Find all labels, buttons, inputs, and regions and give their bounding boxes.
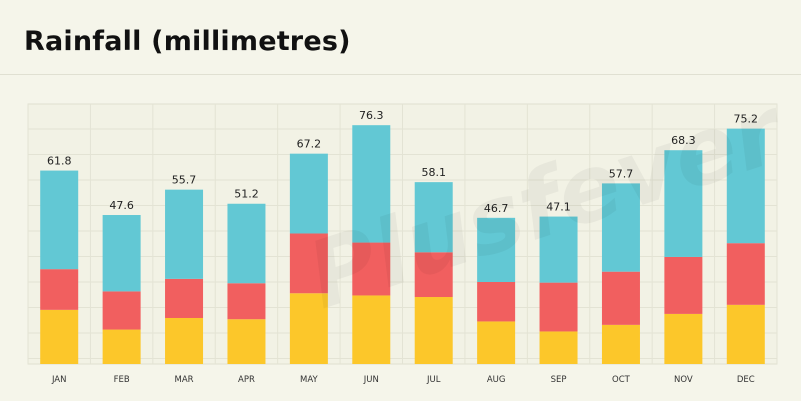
bar-segment-may-2: [289, 153, 328, 234]
x-tick-label-sep: SEP: [551, 375, 567, 385]
x-tick-label-may: MAY: [300, 375, 318, 385]
bar-segment-jun-1: [352, 242, 391, 296]
bar-segment-sep-2: [539, 216, 578, 283]
bar-segment-apr-0: [227, 319, 266, 364]
bar-segment-oct-1: [601, 271, 640, 325]
bar-segment-oct-0: [601, 324, 640, 364]
value-label-jun: 76.3: [359, 109, 384, 122]
value-label-apr: 51.2: [234, 188, 259, 201]
x-tick-label-apr: APR: [238, 375, 255, 385]
bar-segment-nov-2: [664, 150, 703, 257]
bar-segment-jun-2: [352, 125, 391, 243]
bar-segment-jul-1: [414, 252, 453, 298]
x-tick-label-oct: OCT: [612, 375, 631, 385]
grid: [27, 104, 778, 364]
x-tick-label-jul: JUL: [426, 375, 441, 385]
value-label-aug: 46.7: [484, 202, 509, 215]
bar-segment-jan-0: [40, 309, 79, 364]
bar-segment-jun-0: [352, 295, 391, 364]
value-label-nov: 68.3: [671, 134, 696, 147]
bar-segment-jul-0: [414, 297, 453, 364]
bar-segment-may-1: [289, 233, 328, 294]
x-axis-labels: JAN FEB MAR APR MAY JUN JUL AUG SEP OCT NOV DEC: [51, 375, 755, 385]
bar-segment-jan-2: [40, 170, 79, 270]
bar-segment-feb-0: [102, 329, 141, 364]
bar-segment-nov-0: [664, 313, 703, 364]
value-label-dec: 75.2: [734, 113, 759, 126]
bar-segment-aug-1: [477, 281, 516, 322]
value-label-sep: 47.1: [546, 201, 571, 214]
bar-segment-sep-0: [539, 331, 578, 364]
bar-segment-dec-2: [726, 128, 765, 244]
title-divider: [0, 74, 801, 75]
bars: [40, 125, 765, 364]
value-labels: 61.8 47.6 55.7 51.2 67.2 76.3 58.1 46.7 47.1 57.7…: [47, 109, 758, 215]
bar-segment-mar-2: [165, 189, 204, 279]
bar-segment-apr-1: [227, 283, 266, 320]
bar-segment-aug-2: [477, 217, 516, 282]
value-label-feb: 47.6: [109, 199, 134, 212]
bar-segment-jul-2: [414, 182, 453, 253]
x-tick-label-jan: JAN: [51, 375, 67, 385]
x-tick-label-jun: JUN: [363, 375, 379, 385]
bar-segment-dec-1: [726, 243, 765, 305]
chart-title: Rainfall (millimetres): [24, 26, 351, 57]
value-label-jan: 61.8: [47, 155, 72, 168]
value-label-mar: 55.7: [172, 174, 197, 187]
bar-segment-jan-1: [40, 269, 79, 310]
value-label-jul: 58.1: [421, 166, 446, 179]
bar-segment-aug-0: [477, 321, 516, 364]
value-label-oct: 57.7: [609, 167, 634, 180]
bar-segment-oct-2: [601, 183, 640, 272]
bar-segment-feb-2: [102, 215, 141, 292]
bar-segment-nov-1: [664, 256, 703, 314]
bar-segment-apr-2: [227, 203, 266, 284]
value-label-may: 67.2: [297, 138, 322, 151]
bar-segment-feb-1: [102, 291, 141, 330]
x-tick-label-aug: AUG: [487, 375, 506, 385]
bar-segment-mar-0: [165, 317, 204, 364]
x-tick-label-dec: DEC: [737, 375, 755, 385]
x-tick-label-feb: FEB: [114, 375, 130, 385]
bar-segment-sep-1: [539, 282, 578, 332]
bar-segment-mar-1: [165, 278, 204, 318]
bar-segment-may-0: [289, 293, 328, 364]
x-tick-label-mar: MAR: [175, 375, 194, 385]
bar-segment-dec-0: [726, 304, 765, 364]
x-tick-label-nov: NOV: [674, 375, 693, 385]
